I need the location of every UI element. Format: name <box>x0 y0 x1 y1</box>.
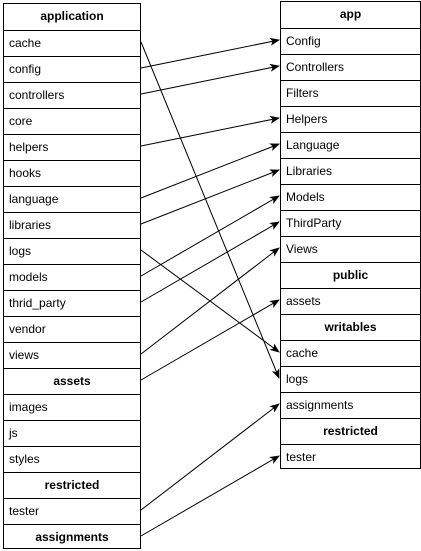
arrow-helpers-to-helpers <box>140 115 280 147</box>
arrow-logs-to-cache <box>140 249 280 353</box>
left-item-core: core <box>4 108 140 134</box>
arrow-assets-to-assets <box>140 299 280 381</box>
right-item-tester: tester <box>281 444 420 470</box>
left-header-restricted: restricted <box>4 472 140 498</box>
left-item-js: js <box>4 420 140 446</box>
right-item-libraries: Libraries <box>281 158 420 184</box>
left-item-models: models <box>4 264 140 290</box>
left-item-vendor: vendor <box>4 316 140 342</box>
arrow-language-to-language <box>140 143 280 199</box>
right-header-public: public <box>281 262 420 288</box>
arrow-config-to-config <box>140 37 280 69</box>
arrow-assignments-to-tester <box>140 455 280 537</box>
right-item-cache: cache <box>281 340 420 366</box>
left-item-logs: logs <box>4 238 140 264</box>
arrow-cache-to-logs <box>140 41 280 379</box>
arrow-models-to-models <box>140 195 280 277</box>
right-item-logs: logs <box>281 366 420 392</box>
arrow-libraries-to-libraries <box>140 169 280 225</box>
right-item-controllers: Controllers <box>281 54 420 80</box>
left-item-libraries: libraries <box>4 212 140 238</box>
left-header-assets: assets <box>4 368 140 394</box>
arrow-tester-to-assignments <box>140 403 280 511</box>
application-column: application cache config controllers core hel… <box>3 3 141 549</box>
right-item-views: Views <box>281 236 420 262</box>
left-item-images: images <box>4 394 140 420</box>
right-header-app: app <box>339 7 362 21</box>
right-header-restricted: restricted <box>281 418 420 444</box>
left-item-controllers: controllers <box>4 82 140 108</box>
right-item-language: Language <box>281 132 420 158</box>
left-item-views: views <box>4 342 140 368</box>
left-header-assignments: assignments <box>4 524 140 550</box>
left-item-tester: tester <box>4 498 140 524</box>
left-item-hooks: hooks <box>4 160 140 186</box>
left-item-styles: styles <box>4 446 140 472</box>
right-header-writables: writables <box>281 314 420 340</box>
right-item-models: Models <box>281 184 420 210</box>
left-item-config: config <box>4 56 140 82</box>
left-item-helpers: helpers <box>4 134 140 160</box>
left-header-application: application <box>40 9 104 23</box>
arrow-controllers-to-controllers <box>140 63 280 95</box>
arrow-thrid-party-to-thirdparty <box>140 221 280 303</box>
right-item-filters: Filters <box>281 80 420 106</box>
left-item-language: language <box>4 186 140 212</box>
right-item-assets: assets <box>281 288 420 314</box>
right-item-thirdparty: ThirdParty <box>281 210 420 236</box>
right-item-config: Config <box>281 28 420 54</box>
app-column: app Config Controllers Filters Helpers Langua… <box>280 1 421 469</box>
left-item-cache: cache <box>4 30 140 56</box>
right-item-helpers: Helpers <box>281 106 420 132</box>
left-item-thrid-party: thrid_party <box>4 290 140 316</box>
arrow-views-to-views <box>140 247 280 355</box>
right-item-assignments: assignments <box>281 392 420 418</box>
